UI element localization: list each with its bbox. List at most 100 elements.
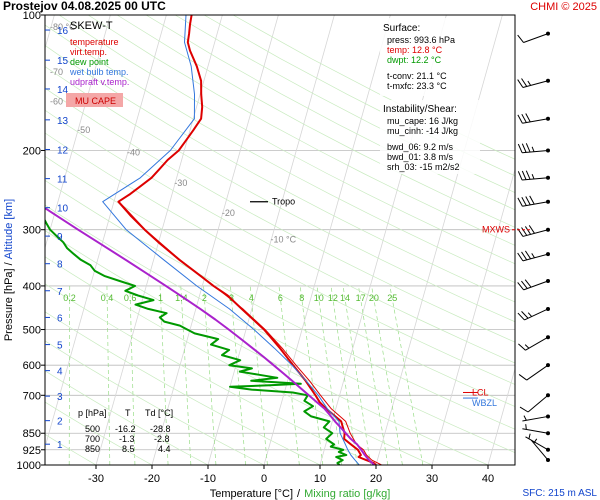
levels-table-row-700-td: -2.8 bbox=[154, 434, 170, 444]
dry-adiabat-line bbox=[58, 15, 515, 265]
wind-barb bbox=[519, 393, 550, 413]
wind-barb-staff bbox=[522, 428, 549, 434]
wind-barb-staff bbox=[522, 253, 549, 262]
pressure-tick-label: 700 bbox=[23, 390, 41, 402]
mixing-ratio-label: 1 bbox=[158, 293, 163, 303]
dry-adiabat-line bbox=[45, 87, 515, 343]
x-tick-label: -30 bbox=[88, 473, 104, 485]
isotherm-label: -80 °C bbox=[50, 22, 76, 32]
credit-label: CHMI © 2025 bbox=[530, 1, 597, 13]
altitude-tick-label: 16 bbox=[57, 26, 69, 37]
wind-barb-full-feather bbox=[517, 282, 524, 291]
series-virt-temp-line bbox=[118, 201, 382, 465]
isotherm-label: -60 bbox=[50, 96, 63, 106]
mixing-ratio-line bbox=[68, 285, 71, 465]
wind-barb-station-dot bbox=[546, 175, 550, 180]
mixing-ratio-label: 12 bbox=[328, 293, 338, 303]
pressure-tick-label: 400 bbox=[23, 281, 41, 293]
wind-barb bbox=[517, 195, 550, 207]
surface-t-mxfc: t-mxfc: 23.3 °C bbox=[387, 81, 447, 91]
x-tick-label: 20 bbox=[370, 473, 382, 485]
wind-barb-full-feather bbox=[517, 143, 523, 153]
altitude-tick-label: 13 bbox=[57, 116, 69, 127]
dry-adiabat-line bbox=[45, 204, 515, 454]
mixing-ratio-label: 25 bbox=[387, 293, 397, 303]
dry-adiabat-line bbox=[45, 179, 515, 430]
wind-barb-staff bbox=[522, 229, 549, 237]
wind-barb bbox=[517, 170, 550, 181]
wind-barb-half-feather bbox=[524, 344, 530, 349]
isotherm-line bbox=[431, 167, 515, 465]
wind-barb bbox=[517, 306, 550, 321]
isotherm-label: -30 bbox=[174, 178, 187, 188]
isotherm-line bbox=[375, 15, 503, 465]
wind-barb-full-feather bbox=[518, 374, 527, 381]
wind-barb-full-feather bbox=[517, 34, 524, 43]
instability-bwd-06: bwd_06: 9.2 m/s bbox=[387, 142, 454, 152]
mixing-ratio-label: 1.4 bbox=[175, 293, 188, 303]
dry-adiabat-line bbox=[45, 66, 515, 323]
x-tick-label: -10 bbox=[200, 473, 216, 485]
wind-barb bbox=[517, 250, 550, 262]
mixing-ratio-label: 0.4 bbox=[101, 293, 114, 303]
wind-barb-full-feather bbox=[525, 170, 531, 180]
wind-barb-staff bbox=[522, 201, 549, 207]
mxws-label: MXWS bbox=[482, 225, 510, 235]
wind-barb-staff bbox=[522, 149, 549, 154]
instability-mu-cinh: mu_cinh: -14 J/kg bbox=[387, 126, 458, 136]
instability-info-bg bbox=[380, 100, 480, 174]
wind-barb-station-dot bbox=[546, 306, 550, 311]
pressure-tick-label: 100 bbox=[23, 10, 41, 22]
dry-adiabat-line bbox=[45, 230, 489, 465]
mixing-ratio-labels: 0.2 0.4 0.6 1 1.4 2 3 4 6 8 10 12 14 17 20 25 bbox=[63, 293, 397, 303]
dry-adiabat-line bbox=[45, 340, 265, 465]
instability-info: Instability/Shear: mu_cape: 16 J/kg mu_c… bbox=[380, 100, 480, 174]
dry-adiabats bbox=[45, 15, 515, 465]
pressure-tick-label: 600 bbox=[23, 360, 41, 372]
legend-item-dew-point: dew point bbox=[70, 57, 109, 67]
wind-barb bbox=[517, 225, 550, 237]
dry-adiabat-line bbox=[45, 45, 515, 303]
mixing-ratio-line bbox=[180, 285, 192, 465]
wind-barb-full-feather bbox=[524, 250, 532, 260]
wind-barb-staff bbox=[522, 415, 549, 422]
legend-item-updraft-vtemp: udpraft v.temp. bbox=[70, 77, 129, 87]
dry-adiabat-line bbox=[45, 109, 515, 364]
wind-barb-station-dot bbox=[546, 363, 550, 368]
wind-barb-full-feather bbox=[529, 195, 535, 205]
mixing-ratio-line bbox=[371, 285, 403, 465]
x-tick-label: -20 bbox=[144, 473, 160, 485]
wind-barb-station-dot bbox=[546, 78, 550, 83]
levels-table-row-850-p: 850 bbox=[85, 444, 100, 454]
wind-barb-station-dot bbox=[546, 458, 550, 463]
isotherm-line bbox=[45, 15, 111, 250]
plot-frame bbox=[44, 14, 516, 466]
altitude-tick-label: 14 bbox=[57, 85, 69, 96]
wind-barb-staff bbox=[530, 439, 549, 461]
isotherm-line bbox=[207, 15, 335, 465]
wind-barb-full-feather bbox=[525, 143, 531, 153]
dry-adiabat-line bbox=[45, 311, 321, 465]
mixing-ratio-label: 20 bbox=[369, 293, 379, 303]
altitude-tick-label: 6 bbox=[57, 313, 63, 324]
surface-temp: temp: 12.8 °C bbox=[387, 45, 443, 55]
wind-barb-half-feather bbox=[533, 438, 538, 444]
wind-barb-staff bbox=[523, 33, 549, 43]
pressure-tick-label: 850 bbox=[23, 428, 41, 440]
mixing-ratio-line bbox=[278, 285, 300, 465]
dry-adiabat-line bbox=[45, 401, 153, 465]
wind-barb-full-feather bbox=[517, 197, 523, 207]
isotherm-labels: -80 °C -70 -60 -50 -40 -30 -20 -10 °C bbox=[50, 22, 297, 244]
wind-barb bbox=[517, 113, 550, 124]
wind-barb-station-dot bbox=[546, 148, 550, 153]
sounding-profiles bbox=[45, 15, 382, 465]
y-axis-title-separator: / bbox=[3, 261, 15, 265]
x-axis-title-mixing: Mixing ratio [g/kg] bbox=[304, 488, 390, 500]
wind-barb-full-feather bbox=[517, 79, 524, 88]
mixing-ratio-label: 17 bbox=[356, 293, 366, 303]
mixing-ratio-line bbox=[129, 285, 136, 465]
wind-barb bbox=[522, 424, 550, 436]
wind-barb bbox=[517, 31, 550, 43]
mixing-ratio-line bbox=[389, 285, 424, 465]
